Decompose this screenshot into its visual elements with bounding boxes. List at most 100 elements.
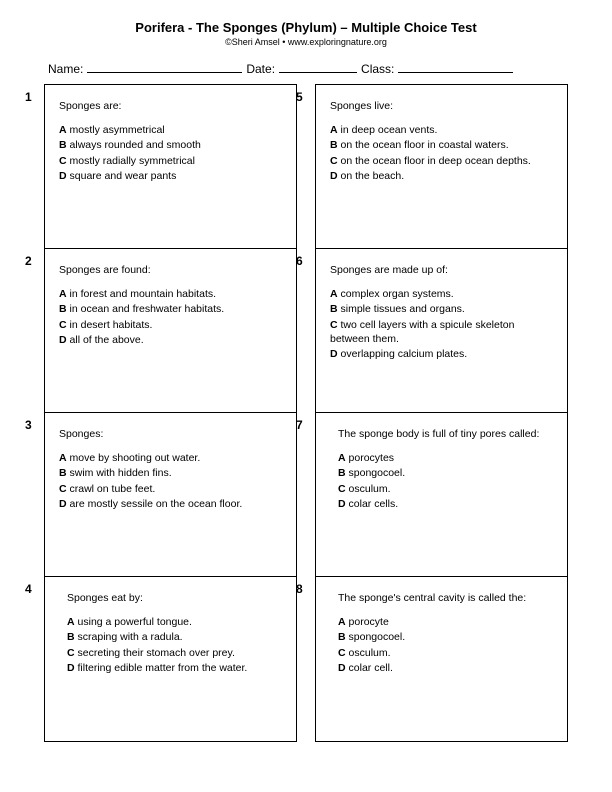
choice-text: crawl on tube feet. [70,483,156,495]
choice-letter: A [59,124,67,136]
info-row: Name: Date: Class: [0,47,612,84]
class-blank[interactable] [398,61,513,73]
question-cell: 3 Sponges: A move by shooting out water.… [45,413,296,577]
date-label: Date: [246,62,275,76]
choice-text: complex organ systems. [341,288,454,300]
choice-text: all of the above. [70,334,144,346]
choice-text: in forest and mountain habitats. [70,288,217,300]
question-prompt: The sponge body is full of tiny pores ca… [338,427,557,441]
choice-letter: C [338,647,346,659]
choice: D overlapping calcium plates. [330,347,557,361]
question-number: 8 [296,581,303,597]
choice: B scraping with a radula. [67,630,286,644]
choice: C osculum. [338,482,557,496]
question-cell: 5 Sponges live: A in deep ocean vents. B… [316,85,567,249]
right-column: 5 Sponges live: A in deep ocean vents. B… [315,84,568,742]
question-prompt: Sponges are: [59,99,286,113]
choice-text: move by shooting out water. [70,452,201,464]
choice: C in desert habitats. [59,318,286,332]
choice: C osculum. [338,646,557,660]
question-number: 7 [296,417,303,433]
choice: A using a powerful tongue. [67,615,286,629]
choice: C crawl on tube feet. [59,482,286,496]
header: Porifera - The Sponges (Phylum) – Multip… [0,0,612,47]
choice: D colar cells. [338,497,557,511]
choice-text: in desert habitats. [70,319,153,331]
choice-letter: B [59,303,67,315]
choice-text: square and wear pants [70,170,177,182]
question-cell: 7 The sponge body is full of tiny pores … [316,413,567,577]
choices: A porocytes B spongocoel. C osculum. D c… [338,451,557,511]
choice-letter: A [330,288,338,300]
choice: C two cell layers with a spicule skeleto… [330,318,557,346]
choice-text: mostly asymmetrical [70,124,165,136]
choice-letter: A [338,452,346,464]
question-grid: 1 Sponges are: A mostly asymmetrical B a… [0,84,612,742]
choice-text: using a powerful tongue. [78,616,192,628]
question-prompt: Sponges live: [330,99,557,113]
choice: D all of the above. [59,333,286,347]
choice-text: on the ocean floor in deep ocean depths. [341,155,531,167]
choice: D square and wear pants [59,169,286,183]
name-blank[interactable] [87,61,242,73]
choice-letter: D [59,170,67,182]
choice-letter: A [59,452,67,464]
choice: B swim with hidden fins. [59,466,286,480]
choice-letter: C [338,483,346,495]
choices: A using a powerful tongue. B scraping wi… [67,615,286,675]
question-prompt: Sponges: [59,427,286,441]
question-number: 5 [296,89,303,105]
choice: C mostly radially symmetrical [59,154,286,168]
page-subtitle: ©Sheri Amsel • www.exploringnature.org [0,37,612,47]
question-prompt: Sponges are found: [59,263,286,277]
choice-letter: A [59,288,67,300]
choice: A complex organ systems. [330,287,557,301]
choice-letter: C [67,647,75,659]
page-title: Porifera - The Sponges (Phylum) – Multip… [0,20,612,35]
choice-letter: D [330,170,338,182]
choice: B simple tissues and organs. [330,302,557,316]
left-column: 1 Sponges are: A mostly asymmetrical B a… [44,84,297,742]
question-prompt: Sponges are made up of: [330,263,557,277]
choice-text: in deep ocean vents. [341,124,438,136]
choice-text: mostly radially symmetrical [70,155,195,167]
choice: B in ocean and freshwater habitats. [59,302,286,316]
choice: B spongocoel. [338,466,557,480]
choice: C on the ocean floor in deep ocean depth… [330,154,557,168]
choice-letter: B [67,631,75,643]
choice-text: scraping with a radula. [78,631,183,643]
choice-text: simple tissues and organs. [341,303,465,315]
choice-letter: B [59,139,67,151]
choice-letter: B [59,467,67,479]
date-blank[interactable] [279,61,357,73]
question-cell: 8 The sponge's central cavity is called … [316,577,567,741]
question-prompt: The sponge's central cavity is called th… [338,591,557,605]
question-prompt: Sponges eat by: [67,591,286,605]
choice-text: two cell layers with a spicule skeleton … [330,319,514,345]
choice-text: porocytes [349,452,395,464]
choice: B spongocoel. [338,630,557,644]
choice-text: always rounded and smooth [70,139,201,151]
choice-letter: D [338,662,346,674]
choice-text: porocyte [349,616,389,628]
choice-letter: D [59,334,67,346]
choices: A in forest and mountain habitats. B in … [59,287,286,347]
choice-letter: B [338,467,346,479]
choice-letter: B [338,631,346,643]
question-cell: 6 Sponges are made up of: A complex orga… [316,249,567,413]
choice-letter: D [330,348,338,360]
choice-text: are mostly sessile on the ocean floor. [70,498,243,510]
choice-letter: C [59,155,67,167]
choice-text: spongocoel. [349,631,406,643]
choice: D on the beach. [330,169,557,183]
question-number: 4 [25,581,32,597]
choice-letter: C [330,319,338,331]
choice-letter: D [338,498,346,510]
choice: B on the ocean floor in coastal waters. [330,138,557,152]
choice: D filtering edible matter from the water… [67,661,286,675]
choice: A porocytes [338,451,557,465]
choice: B always rounded and smooth [59,138,286,152]
choice-letter: D [59,498,67,510]
choice: A porocyte [338,615,557,629]
question-cell: 2 Sponges are found: A in forest and mou… [45,249,296,413]
